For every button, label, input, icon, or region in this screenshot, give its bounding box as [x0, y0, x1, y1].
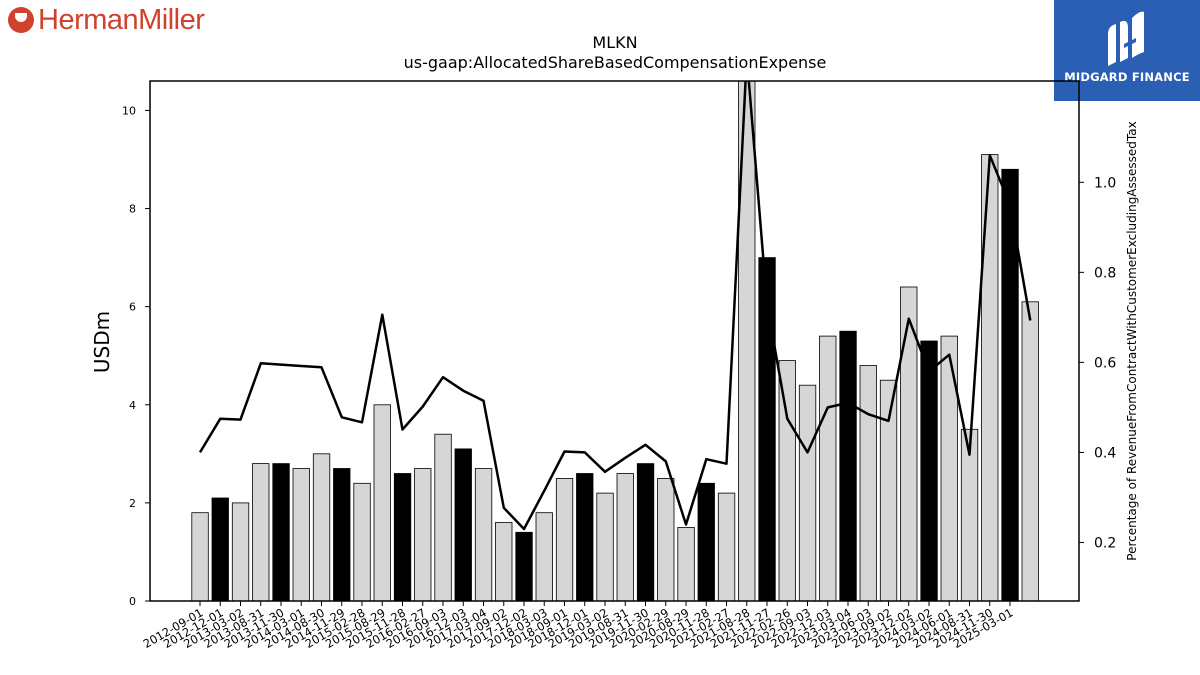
- bar: [434, 433, 452, 601]
- bar: [657, 477, 675, 601]
- bar: [778, 360, 796, 601]
- bar: [535, 512, 553, 601]
- chart-subtitle: us-gaap:AllocatedShareBasedCompensationE…: [404, 53, 827, 72]
- bar: [920, 340, 938, 601]
- bar: [940, 335, 958, 601]
- y-tick-label: 2: [129, 497, 136, 510]
- herman-miller-logo: HermanMiller: [8, 3, 205, 36]
- y-tick-label: 0: [129, 595, 136, 608]
- bar: [758, 257, 776, 601]
- y-tick-label: 4: [129, 399, 136, 412]
- bar: [879, 379, 898, 601]
- bar: [474, 468, 493, 601]
- bar: [859, 365, 877, 601]
- bar: [353, 482, 371, 601]
- herman-miller-logo-text: HermanMiller: [38, 3, 205, 36]
- bar: [697, 482, 715, 601]
- bar: [616, 473, 634, 601]
- bar: [373, 404, 391, 601]
- y2-tick-label: 0.8: [1094, 265, 1116, 281]
- bar: [231, 502, 250, 601]
- bar: [1001, 168, 1019, 601]
- bar-series: [191, 81, 1039, 601]
- bar: [312, 453, 331, 601]
- bar: [191, 512, 209, 601]
- bar: [1021, 301, 1039, 601]
- bar: [596, 492, 614, 601]
- bar: [495, 522, 513, 601]
- y2-tick-label: 0.4: [1094, 445, 1116, 461]
- bar: [414, 468, 432, 601]
- midgard-finance-logo-text: MIDGARD FINANCE: [1064, 70, 1190, 84]
- bar: [555, 477, 574, 601]
- y-tick-label: 10: [122, 104, 136, 117]
- y-tick-label: 8: [129, 203, 136, 216]
- y2-tick-label: 0.2: [1094, 535, 1116, 551]
- herman-miller-logo-mark-icon: [8, 7, 34, 33]
- bar: [393, 473, 412, 601]
- midgard-finance-logo-mark-icon: [1108, 11, 1144, 66]
- bar: [272, 463, 290, 601]
- y-axis-label: USDm: [90, 311, 114, 373]
- y2-axis-label: Percentage of RevenueFromContractWithCus…: [1125, 121, 1139, 560]
- bar: [738, 81, 756, 601]
- bar: [677, 527, 695, 601]
- bar: [576, 473, 594, 601]
- bar: [211, 497, 229, 601]
- plot-frame: [149, 80, 1080, 602]
- bar: [981, 154, 999, 601]
- y2-tick-label: 1.0: [1094, 175, 1116, 191]
- midgard-finance-logo: MIDGARD FINANCE: [1054, 0, 1200, 101]
- bar: [333, 468, 351, 601]
- bar: [839, 330, 857, 601]
- bar: [292, 468, 310, 601]
- bar: [900, 286, 918, 601]
- y-tick-label: 6: [129, 301, 136, 314]
- line-series: [198, 81, 1032, 531]
- bar: [636, 463, 655, 601]
- bar: [717, 492, 736, 601]
- y2-tick-label: 0.6: [1094, 355, 1116, 371]
- line-series-group: [198, 81, 1032, 531]
- bar: [515, 531, 533, 601]
- bar: [798, 384, 817, 601]
- bar: [252, 463, 270, 601]
- chart-title: MLKN: [592, 33, 637, 52]
- bar: [819, 335, 837, 601]
- bar: [454, 448, 472, 601]
